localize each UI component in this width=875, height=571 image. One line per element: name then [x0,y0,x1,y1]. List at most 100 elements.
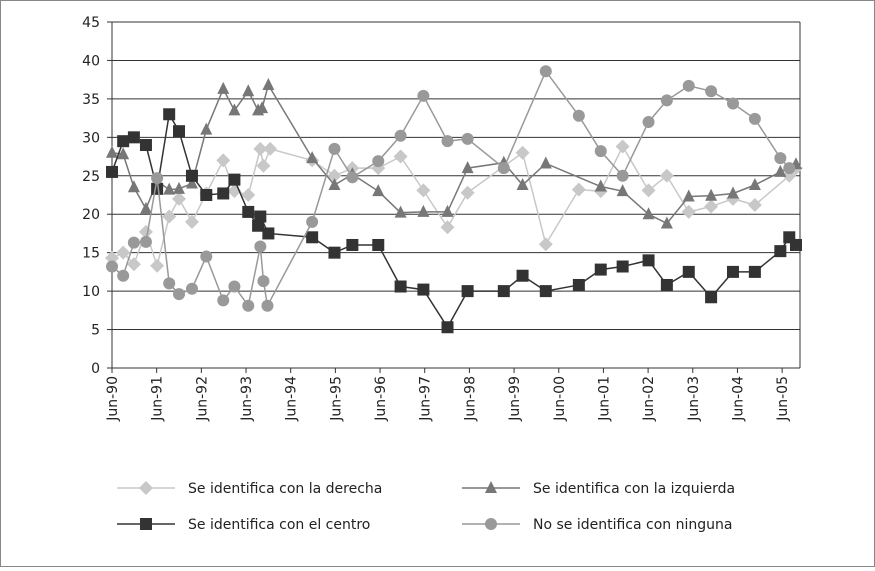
point [106,165,118,178]
point [441,135,454,148]
point [139,139,152,152]
point [538,237,553,252]
point [682,79,695,92]
point [594,263,607,276]
point [416,183,431,198]
point [616,169,629,182]
point [328,142,341,155]
point [726,265,739,278]
x-tick-label: Jun-95 [328,376,344,422]
point [228,280,241,293]
point [185,169,198,182]
point [127,236,140,249]
point [497,162,510,175]
point [117,135,130,148]
point [162,209,177,224]
point [748,178,761,191]
point [139,235,152,248]
point [184,214,199,229]
point [117,147,130,160]
point [261,299,274,312]
x-tick-label: Jun-03 [686,376,702,422]
x-tick-label: Jun-04 [730,376,746,422]
point [460,185,475,200]
legend-label: No se identifica con ninguna [533,517,732,533]
point [150,258,165,273]
point [173,288,186,301]
point [372,155,385,168]
point [594,145,607,158]
point [642,254,655,267]
point [704,199,719,214]
y-tick-label: 15 [82,246,100,262]
point [441,321,454,334]
point [461,161,474,174]
point [257,275,270,288]
point [774,152,787,165]
point [242,299,255,312]
point [228,103,241,116]
x-tick-label: Jun-93 [239,376,255,422]
point [346,238,359,251]
point [417,283,430,296]
point [705,188,718,201]
point [262,227,275,240]
point [127,180,140,193]
point [117,269,130,282]
point [594,179,607,192]
point [327,168,342,183]
point [616,260,629,273]
point [748,112,761,125]
point [256,158,271,173]
point [328,246,341,259]
legend-marker [140,518,152,530]
point [539,156,552,169]
point [306,151,319,164]
point [217,81,230,94]
point [262,78,275,91]
point [185,176,198,189]
legend-label: Se identifica con la derecha [188,481,382,497]
x-tick-label: Jun-97 [418,376,434,422]
point [642,115,655,128]
x-tick-label: Jun-90 [105,376,121,422]
point [372,184,385,197]
point [417,204,430,217]
point [200,122,213,135]
point [461,132,474,145]
point [163,182,176,195]
x-tick-label: Jun-98 [462,376,478,422]
point [346,171,359,184]
point [306,231,319,244]
point [256,101,269,114]
legend-label: Se identifica con el centro [188,517,370,533]
y-tick-label: 20 [82,207,100,223]
point [127,131,140,144]
point [393,149,408,164]
point [254,240,267,253]
point [126,257,141,272]
x-tick-label: Jun-99 [507,376,523,422]
point [173,125,186,138]
point [516,178,529,191]
x-tick-label: Jun-02 [641,376,657,422]
x-tick-label: Jun-94 [284,376,300,422]
point [539,65,552,78]
point [682,265,695,278]
point [783,162,796,175]
point [497,285,510,298]
point [106,260,118,273]
point [185,282,198,295]
point [217,187,230,200]
point [394,129,407,142]
legend-marker [485,481,497,493]
point [616,184,629,197]
point [660,216,673,229]
x-tick-label: Jun-96 [373,376,389,422]
point [572,109,585,122]
point [705,85,718,98]
point [242,84,255,97]
x-tick-label: Jun-91 [150,376,166,422]
point [254,210,267,223]
